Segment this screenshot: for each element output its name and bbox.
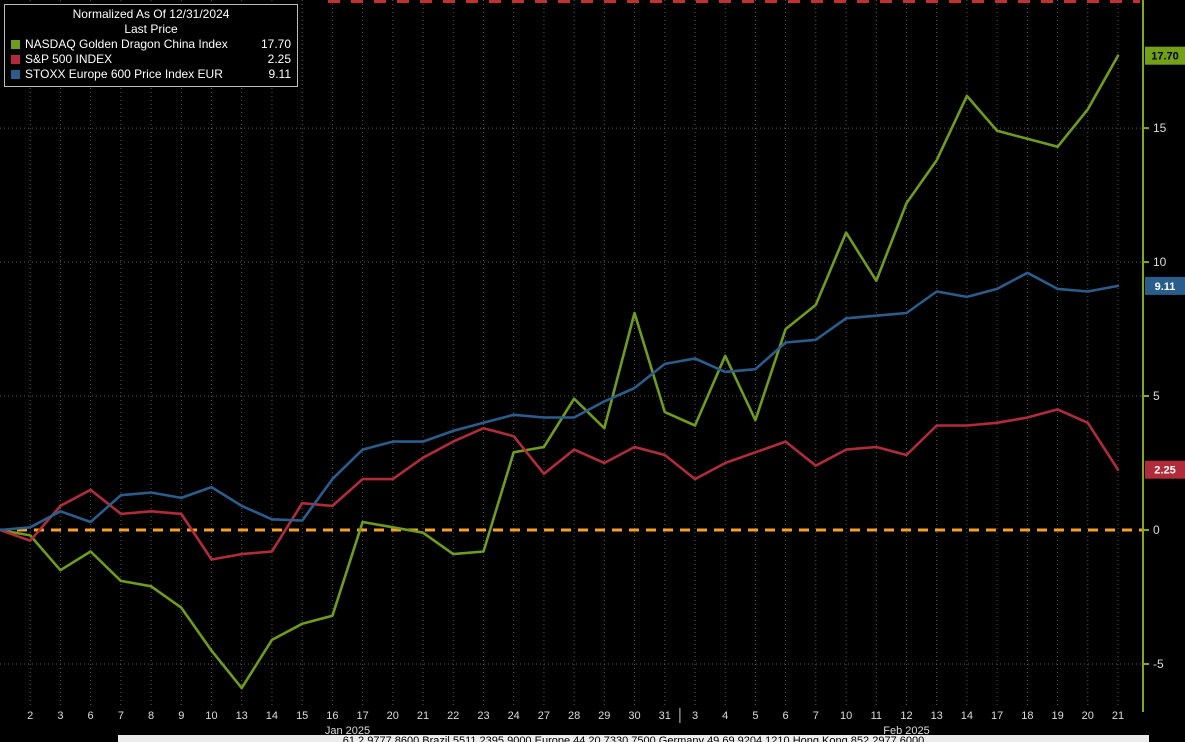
y-tick-label: 5 (1153, 389, 1160, 403)
series-last-price: 17.70 (260, 37, 291, 51)
series-line-nasdaq-golden-dragon-china-index (0, 54, 1120, 690)
x-tick-label: 16 (326, 710, 338, 722)
y-tick-label: -5 (1153, 657, 1164, 671)
series-last-price: 2.25 (267, 52, 291, 66)
series-line-stoxx-europe-600-price-index-eur (0, 271, 1120, 532)
bloomberg-disclaimer: 61 2 9777 8600 Brazil 5511 2395 9000 Eur… (118, 735, 1149, 742)
month-label: Jan 2025 (325, 725, 370, 737)
x-tick-label: 6 (88, 710, 94, 722)
x-tick-label: 27 (538, 710, 550, 722)
y-tick-label: 10 (1153, 255, 1167, 269)
legend-item: S&P 500 INDEX 2.25 (11, 52, 291, 67)
x-tick-label: 14 (961, 710, 973, 722)
x-tick-label: 28 (568, 710, 580, 722)
x-tick-label: 30 (628, 710, 640, 722)
x-tick-label: 7 (118, 710, 124, 722)
cropped-title-strip (328, 0, 1140, 3)
x-tick-label: 29 (598, 710, 610, 722)
last-price-flag (1145, 46, 1185, 65)
legend-box: Normalized As Of 12/31/2024 Last Price N… (4, 4, 298, 87)
series-last-price: 9.11 (268, 67, 291, 81)
y-tick-label: 15 (1153, 121, 1167, 135)
legend-subtitle: Last Price (124, 22, 178, 36)
x-tick-label: 13 (931, 710, 943, 722)
x-tick-label: 4 (722, 710, 728, 722)
series-label: STOXX Europe 600 Price Index EUR (25, 67, 223, 81)
x-tick-label: 21 (417, 710, 429, 722)
series-swatch-icon (11, 70, 20, 79)
x-tick-label: 6 (783, 710, 789, 722)
series-line-s-p-500-index (0, 408, 1120, 561)
x-tick-label: 24 (508, 710, 520, 722)
x-tick-label: 20 (1082, 710, 1094, 722)
month-label: Feb 2025 (883, 725, 929, 737)
series-label: S&P 500 INDEX (25, 52, 113, 66)
x-tick-label: 12 (900, 710, 912, 722)
x-tick-label: 13 (236, 710, 248, 722)
x-tick-label: 7 (813, 710, 819, 722)
legend-rows: NASDAQ Golden Dragon China Index 17.70 S&P… (11, 37, 291, 82)
y-tick-label: 0 (1153, 523, 1160, 537)
x-tick-label: 3 (692, 710, 698, 722)
x-tick-label: 10 (840, 710, 852, 722)
x-tick-label: 14 (266, 710, 278, 722)
x-tick-label: 11 (871, 710, 882, 722)
x-tick-label: 23 (477, 710, 489, 722)
x-tick-label: 2 (27, 710, 33, 722)
x-tick-label: 20 (387, 710, 399, 722)
last-price-flag-text: 17.70 (1151, 51, 1179, 63)
series-label: NASDAQ Golden Dragon China Index (25, 37, 228, 51)
x-tick-label: 10 (205, 710, 217, 722)
x-tick-label: 17 (991, 710, 1003, 722)
x-tick-label: 5 (752, 710, 758, 722)
x-tick-label: 18 (1021, 710, 1033, 722)
legend-title: Normalized As Of 12/31/2024 (72, 7, 230, 21)
x-tick-label: 31 (659, 710, 671, 722)
series-swatch-icon (11, 55, 20, 64)
x-tick-label: 9 (178, 710, 184, 722)
last-price-flag (1145, 460, 1185, 479)
x-tick-label: 21 (1112, 710, 1124, 722)
last-price-flag (1145, 276, 1185, 295)
x-tick-label: 8 (148, 710, 154, 722)
last-price-flag-text: 9.11 (1155, 281, 1176, 293)
x-tick-label: 17 (356, 710, 368, 722)
legend-item: NASDAQ Golden Dragon China Index 17.70 (11, 37, 291, 52)
last-price-flag-text: 2.25 (1154, 465, 1175, 477)
x-tick-label: 15 (296, 710, 308, 722)
disclaimer-text: 61 2 9777 8600 Brazil 5511 2395 9000 Eur… (342, 735, 925, 742)
x-tick-label: 3 (57, 710, 63, 722)
legend-item: STOXX Europe 600 Price Index EUR 9.11 (11, 67, 291, 82)
series-swatch-icon (11, 40, 20, 49)
x-tick-label: 19 (1051, 710, 1063, 722)
x-tick-label: 22 (447, 710, 459, 722)
